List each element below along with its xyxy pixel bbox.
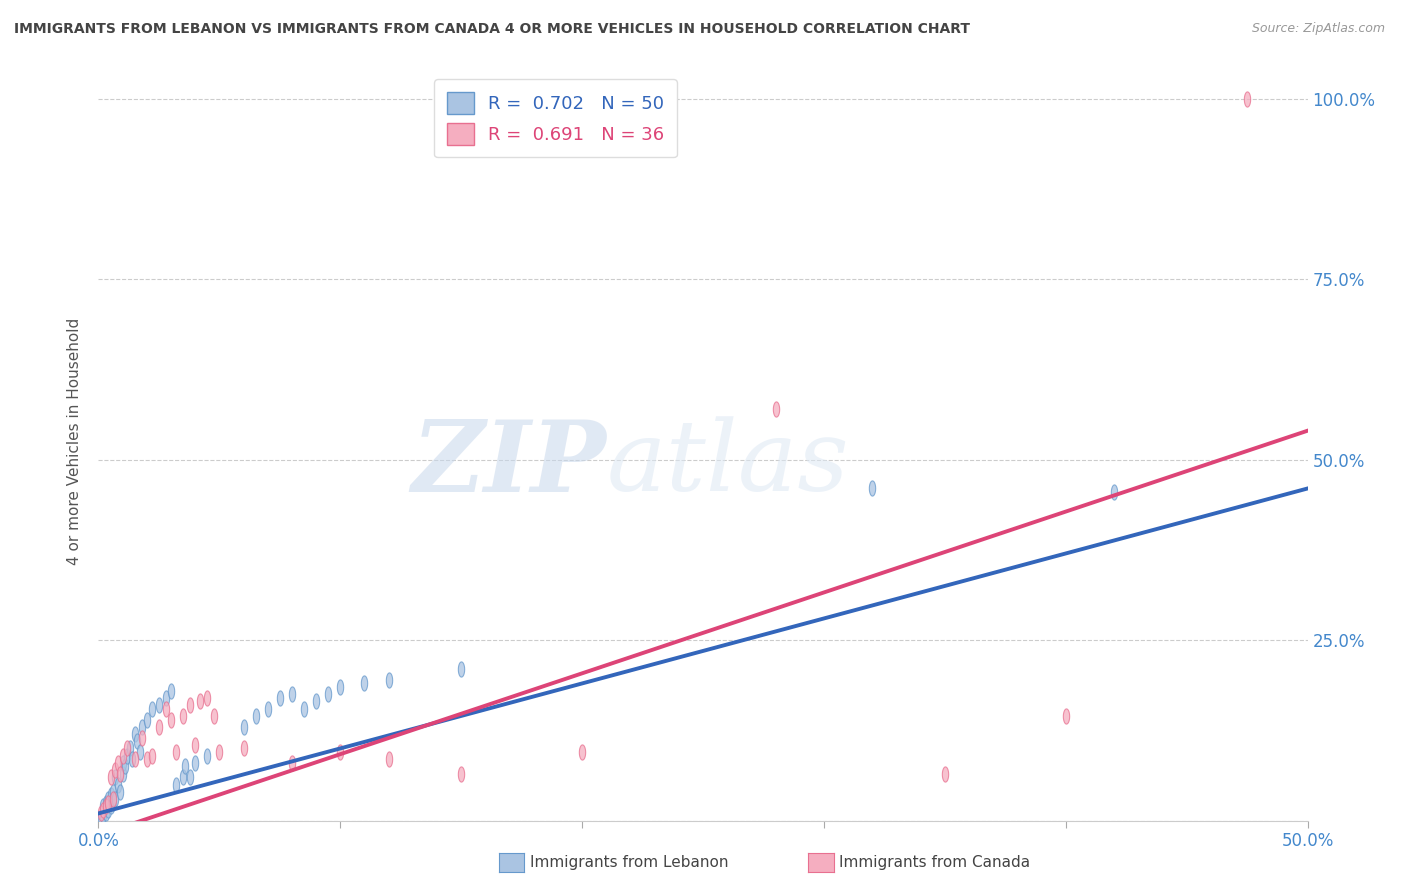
- Point: [571, 745, 593, 759]
- Point: [184, 738, 207, 752]
- Point: [91, 803, 114, 817]
- Point: [155, 690, 177, 705]
- Point: [1102, 485, 1125, 500]
- Point: [450, 766, 472, 780]
- Point: [269, 690, 291, 705]
- Point: [111, 748, 134, 763]
- Point: [124, 752, 146, 766]
- Point: [135, 713, 157, 727]
- Point: [108, 785, 131, 799]
- Y-axis label: 4 or more Vehicles in Household: 4 or more Vehicles in Household: [67, 318, 83, 566]
- Point: [91, 799, 114, 814]
- Point: [121, 752, 143, 766]
- Point: [91, 808, 114, 822]
- Point: [101, 792, 124, 806]
- Point: [124, 727, 146, 741]
- Point: [165, 778, 187, 792]
- Point: [353, 676, 375, 690]
- Point: [117, 741, 139, 756]
- Point: [117, 748, 139, 763]
- Point: [107, 756, 129, 770]
- Point: [329, 745, 352, 759]
- Point: [94, 796, 117, 810]
- Point: [100, 789, 122, 803]
- Point: [127, 734, 149, 748]
- Point: [232, 720, 254, 734]
- Legend: R =  0.702   N = 50, R =  0.691   N = 36: R = 0.702 N = 50, R = 0.691 N = 36: [434, 79, 676, 157]
- Point: [292, 702, 315, 716]
- Point: [860, 482, 883, 496]
- Point: [316, 687, 339, 701]
- Point: [165, 745, 187, 759]
- Point: [135, 752, 157, 766]
- Point: [90, 806, 112, 821]
- Point: [179, 698, 201, 712]
- Point: [256, 702, 278, 716]
- Point: [195, 748, 218, 763]
- Point: [450, 662, 472, 676]
- Point: [94, 806, 117, 821]
- Text: Immigrants from Lebanon: Immigrants from Lebanon: [530, 855, 728, 870]
- Point: [179, 770, 201, 784]
- Point: [100, 799, 122, 814]
- Point: [377, 752, 399, 766]
- Point: [184, 756, 207, 770]
- Point: [104, 770, 127, 784]
- Point: [97, 792, 120, 806]
- Point: [188, 694, 211, 708]
- Point: [281, 756, 304, 770]
- Point: [160, 713, 183, 727]
- Point: [148, 698, 170, 712]
- Point: [208, 745, 231, 759]
- Point: [377, 673, 399, 687]
- Text: IMMIGRANTS FROM LEBANON VS IMMIGRANTS FROM CANADA 4 OR MORE VEHICLES IN HOUSEHOL: IMMIGRANTS FROM LEBANON VS IMMIGRANTS FR…: [14, 22, 970, 37]
- Point: [107, 778, 129, 792]
- Point: [131, 720, 153, 734]
- Point: [108, 766, 131, 780]
- Point: [155, 702, 177, 716]
- Point: [101, 796, 124, 810]
- Point: [329, 680, 352, 694]
- Point: [94, 799, 117, 814]
- Point: [114, 759, 136, 773]
- Point: [305, 694, 328, 708]
- Point: [104, 792, 127, 806]
- Point: [204, 709, 226, 723]
- Point: [172, 709, 194, 723]
- Text: Immigrants from Canada: Immigrants from Canada: [839, 855, 1031, 870]
- Point: [97, 803, 120, 817]
- Point: [148, 720, 170, 734]
- Point: [111, 756, 134, 770]
- Point: [101, 785, 124, 799]
- Point: [195, 690, 218, 705]
- Point: [765, 402, 787, 417]
- Point: [104, 763, 127, 777]
- Text: ZIP: ZIP: [412, 416, 606, 513]
- Text: atlas: atlas: [606, 417, 849, 512]
- Point: [97, 796, 120, 810]
- Point: [100, 770, 122, 784]
- Point: [172, 770, 194, 784]
- Point: [281, 687, 304, 701]
- Point: [141, 702, 163, 716]
- Text: Source: ZipAtlas.com: Source: ZipAtlas.com: [1251, 22, 1385, 36]
- Point: [128, 745, 150, 759]
- Point: [232, 741, 254, 756]
- Point: [174, 759, 197, 773]
- Point: [1054, 709, 1077, 723]
- Point: [1236, 91, 1258, 105]
- Point: [245, 709, 267, 723]
- Point: [160, 683, 183, 698]
- Point: [90, 810, 112, 824]
- Point: [141, 748, 163, 763]
- Point: [111, 766, 134, 780]
- Point: [131, 731, 153, 745]
- Point: [934, 766, 956, 780]
- Point: [118, 741, 141, 756]
